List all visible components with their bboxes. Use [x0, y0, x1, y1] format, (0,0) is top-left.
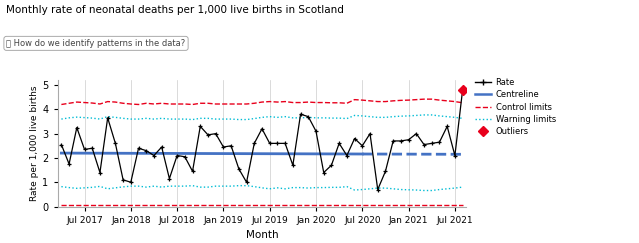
Text: ⓘ How do we identify patterns in the data?: ⓘ How do we identify patterns in the dat…	[6, 39, 186, 48]
Y-axis label: Rate per 1,000 live births: Rate per 1,000 live births	[31, 86, 40, 201]
Text: Monthly rate of neonatal deaths per 1,000 live births in Scotland: Monthly rate of neonatal deaths per 1,00…	[6, 5, 344, 15]
X-axis label: Month: Month	[245, 230, 279, 240]
Legend: Rate, Centreline, Control limits, Warning limits, Outliers: Rate, Centreline, Control limits, Warnin…	[475, 78, 556, 136]
